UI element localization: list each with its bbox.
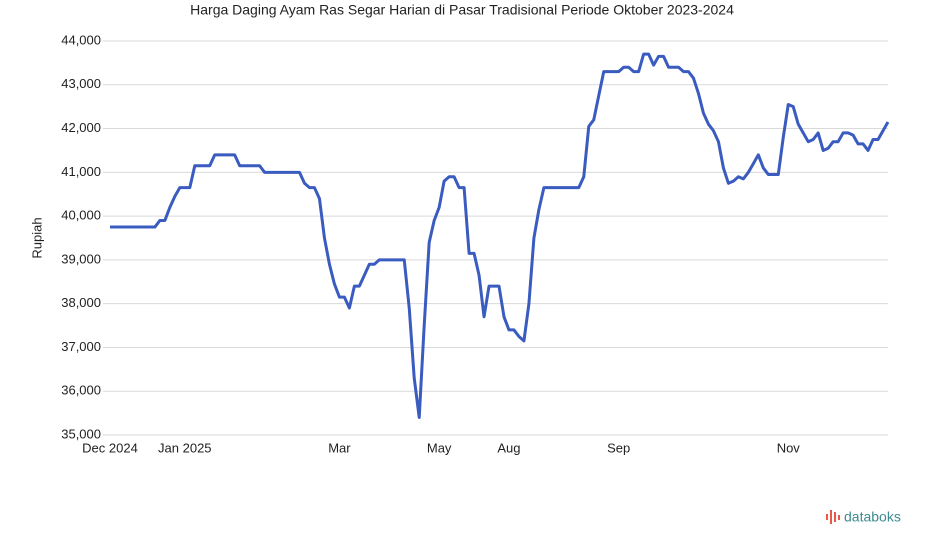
y-tick-label: 39,000 — [61, 251, 101, 266]
y-tick-label: 42,000 — [61, 120, 101, 135]
y-tick-label: 41,000 — [61, 164, 101, 179]
y-tick-label: 43,000 — [61, 76, 101, 91]
y-tick-label: 40,000 — [61, 208, 101, 223]
y-tick-label: 44,000 — [61, 32, 101, 47]
y-tick-label: 36,000 — [61, 383, 101, 398]
x-tick-label: Sep — [607, 440, 630, 455]
x-tick-label: Jan 2025 — [158, 440, 212, 455]
x-tick-label: May — [427, 440, 452, 455]
x-tick-label: Aug — [497, 440, 520, 455]
x-tick-label: Mar — [328, 440, 351, 455]
x-tick-label: Dec 2024 — [82, 440, 138, 455]
logo-bar — [838, 515, 840, 520]
chart-title: Harga Daging Ayam Ras Segar Harian di Pa… — [190, 2, 734, 18]
x-tick-label: Nov — [777, 440, 801, 455]
logo-bar — [826, 514, 828, 520]
y-tick-label: 35,000 — [61, 426, 101, 441]
brand-logo: databoks — [826, 509, 901, 525]
data-line — [110, 52, 890, 419]
y-tick-label: 37,000 — [61, 339, 101, 354]
brand-text: databoks — [844, 509, 901, 525]
y-axis-label: Rupiah — [29, 217, 44, 258]
logo-bar — [830, 510, 832, 524]
y-tick-label: 38,000 — [61, 295, 101, 310]
logo-bar — [834, 512, 836, 522]
